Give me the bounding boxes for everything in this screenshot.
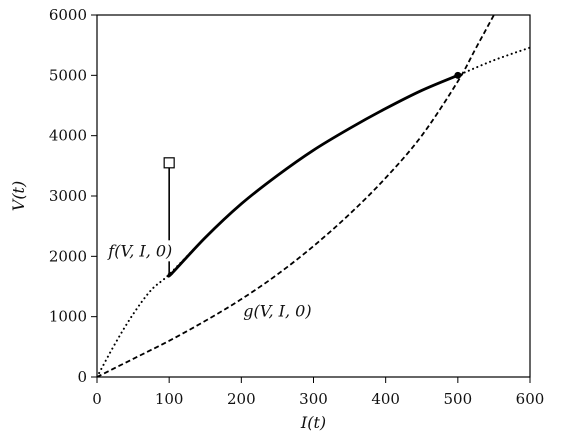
annotations-layer: f(V, I, 0) g(V, I, 0) xyxy=(104,240,315,322)
x-axis-title: I(t) xyxy=(300,413,326,432)
x-tick-label: 100 xyxy=(155,390,184,408)
g-nullcline-label: g(V, I, 0) xyxy=(243,302,311,321)
f-nullcline-line xyxy=(97,46,530,377)
annotation-background xyxy=(104,240,176,262)
trajectory-line xyxy=(167,73,460,278)
y-tick-label: 6000 xyxy=(49,6,87,24)
y-tick-label: 5000 xyxy=(49,66,87,84)
y-tick-label: 3000 xyxy=(49,187,87,205)
axes-layer: 0 100 200 300 400 500 600010002000300040005000… xyxy=(49,6,545,408)
curves-layer xyxy=(97,15,530,377)
x-tick-label: 600 xyxy=(516,390,545,408)
markers-layer xyxy=(163,71,462,169)
y-tick-label: 4000 xyxy=(49,127,87,145)
x-tick-label: 200 xyxy=(227,390,256,408)
x-tick-label: 400 xyxy=(371,390,400,408)
y-tick-label: 1000 xyxy=(49,308,87,326)
plot-frame xyxy=(96,14,531,378)
g-nullcline-line xyxy=(97,15,495,377)
y-tick-label: 2000 xyxy=(49,247,87,265)
x-tick-label: 0 xyxy=(92,390,102,408)
y-axis-title: V(t) xyxy=(9,181,28,211)
equilibrium-marker xyxy=(454,71,462,79)
annotation-background xyxy=(240,300,315,322)
f-nullcline-label: f(V, I, 0) xyxy=(107,241,172,260)
x-tick-label: 300 xyxy=(299,390,328,408)
start-marker xyxy=(163,157,175,169)
y-tick-label: 0 xyxy=(77,368,87,386)
x-tick-label: 500 xyxy=(444,390,473,408)
